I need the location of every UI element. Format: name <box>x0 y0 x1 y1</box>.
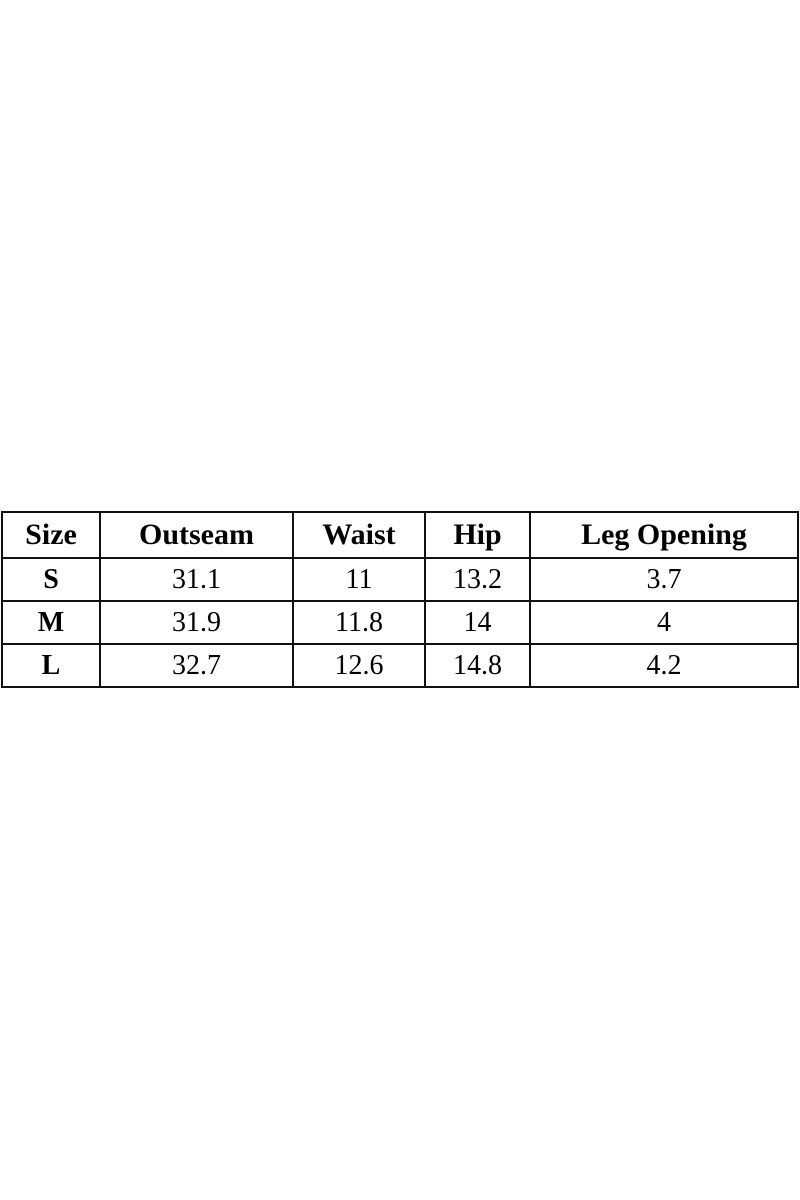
cell-size: M <box>1 600 101 645</box>
cell-outseam: 31.1 <box>99 557 294 602</box>
header-hip: Hip <box>424 511 531 559</box>
table-row: S 31.1 11 13.2 3.7 <box>1 557 799 602</box>
cell-outseam: 31.9 <box>99 600 294 645</box>
cell-hip: 14.8 <box>424 643 531 688</box>
header-row: Size Outseam Waist Hip Leg Opening <box>1 511 799 559</box>
cell-outseam: 32.7 <box>99 643 294 688</box>
cell-waist: 11 <box>292 557 426 602</box>
cell-leg-opening: 4.2 <box>529 643 799 688</box>
header-leg-opening: Leg Opening <box>529 511 799 559</box>
size-chart-table: Size Outseam Waist Hip Leg Opening S 31.… <box>1 511 799 688</box>
cell-size: L <box>1 643 101 688</box>
cell-leg-opening: 3.7 <box>529 557 799 602</box>
cell-hip: 13.2 <box>424 557 531 602</box>
header-size: Size <box>1 511 101 559</box>
cell-waist: 11.8 <box>292 600 426 645</box>
cell-waist: 12.6 <box>292 643 426 688</box>
cell-hip: 14 <box>424 600 531 645</box>
cell-size: S <box>1 557 101 602</box>
cell-leg-opening: 4 <box>529 600 799 645</box>
table-row: L 32.7 12.6 14.8 4.2 <box>1 643 799 688</box>
table-row: M 31.9 11.8 14 4 <box>1 600 799 645</box>
header-outseam: Outseam <box>99 511 294 559</box>
header-waist: Waist <box>292 511 426 559</box>
